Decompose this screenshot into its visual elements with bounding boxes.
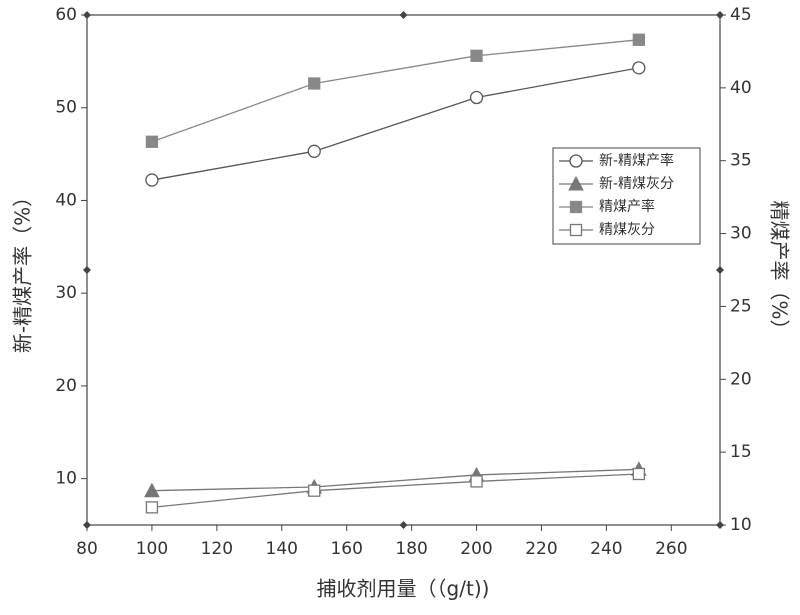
y2-tick-label: 35 bbox=[730, 151, 752, 171]
y2-tick-label: 20 bbox=[730, 369, 752, 389]
frame-diamond bbox=[716, 11, 724, 19]
legend-label: 精煤灰分 bbox=[599, 222, 655, 238]
frame-diamond bbox=[83, 521, 91, 529]
y2-tick-label: 30 bbox=[730, 224, 752, 244]
legend-label: 新-精煤产率 bbox=[599, 152, 674, 169]
y-tick-label: 10 bbox=[55, 469, 77, 489]
x-tick-label: 200 bbox=[460, 539, 492, 559]
frame-diamond bbox=[399, 11, 408, 19]
y-tick-label: 50 bbox=[55, 98, 77, 118]
legend-marker bbox=[569, 154, 583, 168]
marker bbox=[469, 90, 484, 105]
x-tick-label: 140 bbox=[266, 539, 298, 559]
x-axis-title: 捕收剂用量（（g/t)) bbox=[317, 577, 490, 601]
marker bbox=[632, 61, 646, 75]
legend-label: 新-精煤灰分 bbox=[599, 176, 674, 192]
y-axis-title: 新-精煤产率（%） bbox=[11, 187, 35, 353]
marker bbox=[308, 77, 321, 90]
series-line bbox=[151, 67, 639, 181]
x-tick-label: 100 bbox=[136, 539, 168, 559]
y2-tick-label: 45 bbox=[730, 5, 752, 25]
marker bbox=[308, 484, 321, 497]
frame-diamond bbox=[716, 266, 724, 274]
x-tick-label: 180 bbox=[395, 539, 427, 559]
legend-marker bbox=[569, 223, 583, 237]
legend-marker bbox=[568, 175, 584, 191]
marker bbox=[470, 49, 483, 62]
legend-marker bbox=[569, 200, 583, 214]
legend-label: 精煤产率 bbox=[599, 198, 655, 215]
frame-diamond bbox=[83, 11, 91, 19]
x-tick-label: 120 bbox=[201, 539, 233, 559]
y2-axis-title: 精煤产率（%） bbox=[768, 200, 792, 339]
marker bbox=[307, 144, 321, 158]
marker bbox=[632, 33, 645, 46]
marker bbox=[144, 482, 160, 498]
frame-diamond bbox=[83, 266, 91, 274]
y-tick-label: 30 bbox=[55, 283, 77, 303]
x-tick-label: 260 bbox=[655, 539, 687, 559]
series-line bbox=[151, 468, 639, 492]
y-tick-label: 40 bbox=[55, 190, 77, 210]
marker bbox=[632, 467, 645, 481]
x-tick-label: 80 bbox=[76, 539, 98, 559]
y2-tick-label: 10 bbox=[730, 515, 752, 535]
x-tick-label: 160 bbox=[330, 539, 362, 559]
frame-diamond bbox=[716, 521, 724, 529]
y2-tick-label: 40 bbox=[730, 78, 752, 98]
y2-tick-label: 15 bbox=[730, 442, 752, 462]
x-tick-label: 220 bbox=[525, 539, 557, 559]
y-tick-label: 20 bbox=[55, 376, 77, 396]
frame-diamond bbox=[399, 521, 408, 529]
y2-tick-label: 25 bbox=[730, 296, 752, 316]
plot-frame bbox=[86, 14, 721, 526]
marker bbox=[470, 475, 483, 488]
series-line bbox=[151, 39, 639, 143]
marker bbox=[145, 501, 159, 514]
marker bbox=[145, 173, 159, 187]
x-tick-label: 240 bbox=[590, 539, 622, 559]
series-line bbox=[151, 473, 639, 509]
marker bbox=[145, 135, 159, 148]
y-tick-label: 60 bbox=[55, 5, 77, 25]
